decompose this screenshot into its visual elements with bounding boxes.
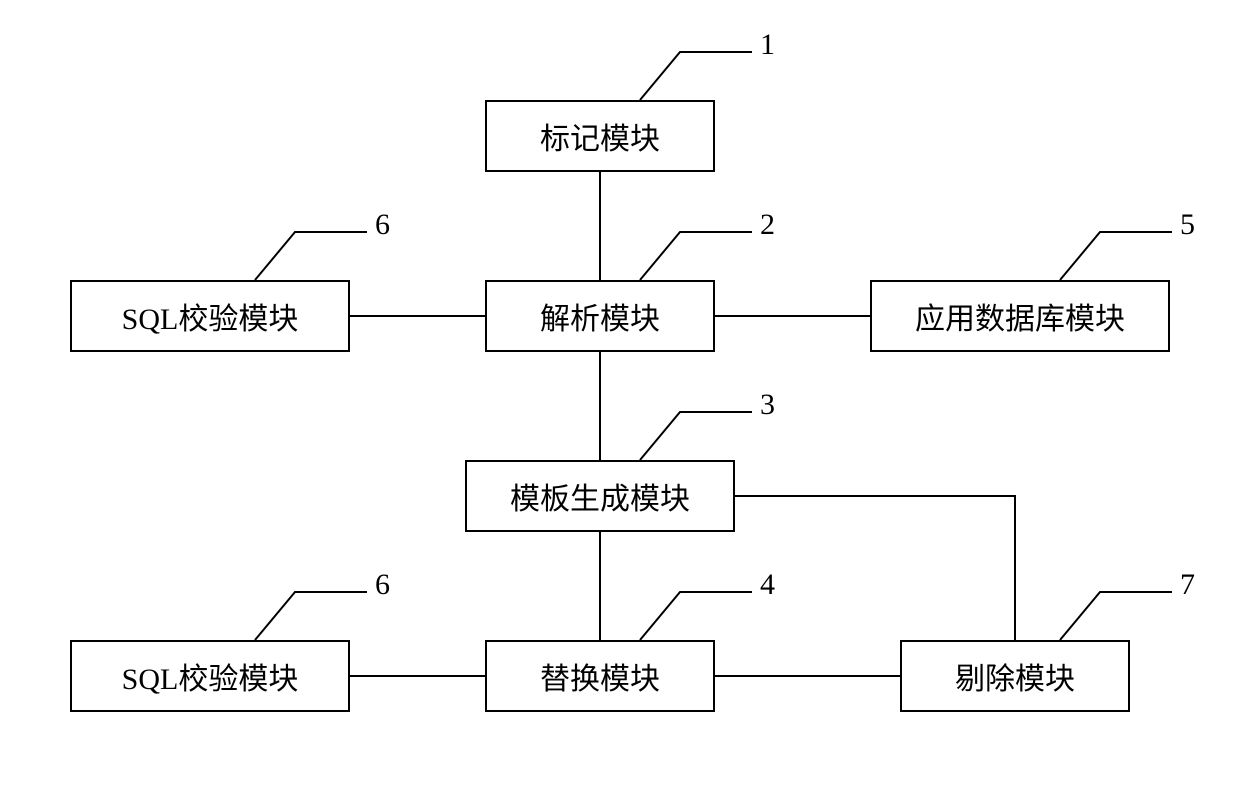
- node-remove-module: 剔除模块: [900, 640, 1130, 712]
- node-sql-check-module-top: SQL校验模块: [70, 280, 350, 352]
- node-label: 解析模块: [540, 294, 660, 338]
- node-label: SQL校验模块: [122, 294, 299, 338]
- callout-leader: [640, 592, 752, 640]
- callout-number-3: 3: [760, 388, 775, 422]
- node-parse-module: 解析模块: [485, 280, 715, 352]
- callout-number-1: 1: [760, 28, 775, 62]
- callout-number-6b: 6: [375, 568, 390, 602]
- callout-leader: [640, 52, 752, 100]
- callout-leader: [640, 412, 752, 460]
- callout-number-2: 2: [760, 208, 775, 242]
- node-label: 应用数据库模块: [915, 294, 1125, 338]
- callout-leader: [1060, 592, 1172, 640]
- node-label: 替换模块: [540, 654, 660, 698]
- node-label: 标记模块: [540, 114, 660, 158]
- edge-poly: [735, 496, 1015, 640]
- callout-leader: [255, 592, 367, 640]
- callout-number-4: 4: [760, 568, 775, 602]
- callout-leader: [640, 232, 752, 280]
- node-marker-module: 标记模块: [485, 100, 715, 172]
- callout-number-5: 5: [1180, 208, 1195, 242]
- node-label: SQL校验模块: [122, 654, 299, 698]
- callout-number-6a: 6: [375, 208, 390, 242]
- node-label: 剔除模块: [955, 654, 1075, 698]
- callout-leader: [255, 232, 367, 280]
- node-app-database-module: 应用数据库模块: [870, 280, 1170, 352]
- node-sql-check-module-bottom: SQL校验模块: [70, 640, 350, 712]
- callout-number-7: 7: [1180, 568, 1195, 602]
- node-label: 模板生成模块: [510, 474, 690, 518]
- node-template-gen-module: 模板生成模块: [465, 460, 735, 532]
- node-replace-module: 替换模块: [485, 640, 715, 712]
- callout-leader: [1060, 232, 1172, 280]
